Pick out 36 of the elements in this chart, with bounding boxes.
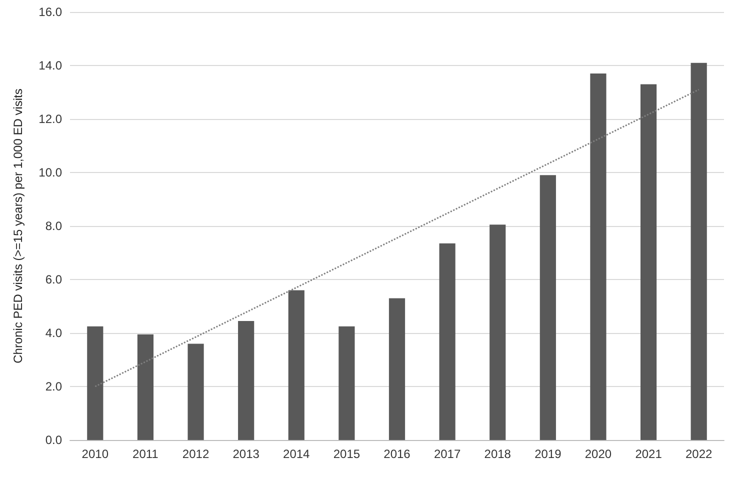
x-tick-label: 2020	[584, 447, 612, 461]
bar	[690, 62, 707, 440]
x-tick-label: 2011	[132, 447, 159, 461]
x-tick-label: 2015	[333, 447, 360, 461]
x-tick-label: 2010	[82, 447, 109, 461]
y-tick-label: 10.0	[38, 166, 62, 180]
y-tick-label: 4.0	[45, 326, 62, 340]
bar	[640, 84, 657, 440]
bar	[338, 326, 355, 440]
x-tick-label: 2016	[384, 447, 411, 461]
x-tick-label: 2013	[232, 447, 260, 461]
x-tick-label: 2019	[534, 447, 562, 461]
y-tick-label: 2.0	[45, 380, 62, 394]
bar	[87, 326, 104, 440]
y-tick-label: 14.0	[38, 58, 62, 72]
x-tick-label: 2012	[182, 447, 210, 461]
y-tick-label: 0.0	[45, 433, 62, 447]
bar	[540, 175, 556, 440]
x-tick-label: 2017	[434, 447, 461, 461]
y-tick-label: 6.0	[45, 272, 62, 286]
x-tick-label: 2022	[685, 447, 713, 461]
y-tick-label: 8.0	[45, 219, 62, 233]
x-tick-label: 2018	[484, 447, 512, 461]
bar	[490, 224, 506, 440]
x-tick-label: 2014	[283, 447, 310, 461]
bar	[188, 344, 204, 440]
bar	[288, 290, 304, 440]
bar	[388, 298, 406, 440]
x-tick-label: 2021	[635, 447, 662, 461]
bar	[590, 74, 606, 440]
y-axis-title: Chronic PED visits (>=15 years) per 1,000 ED visits	[11, 88, 25, 364]
bar	[137, 334, 154, 440]
y-tick-label: 16.0	[38, 5, 62, 19]
y-tick-label: 12.0	[38, 112, 62, 126]
bar	[238, 320, 254, 440]
bar	[439, 243, 456, 440]
